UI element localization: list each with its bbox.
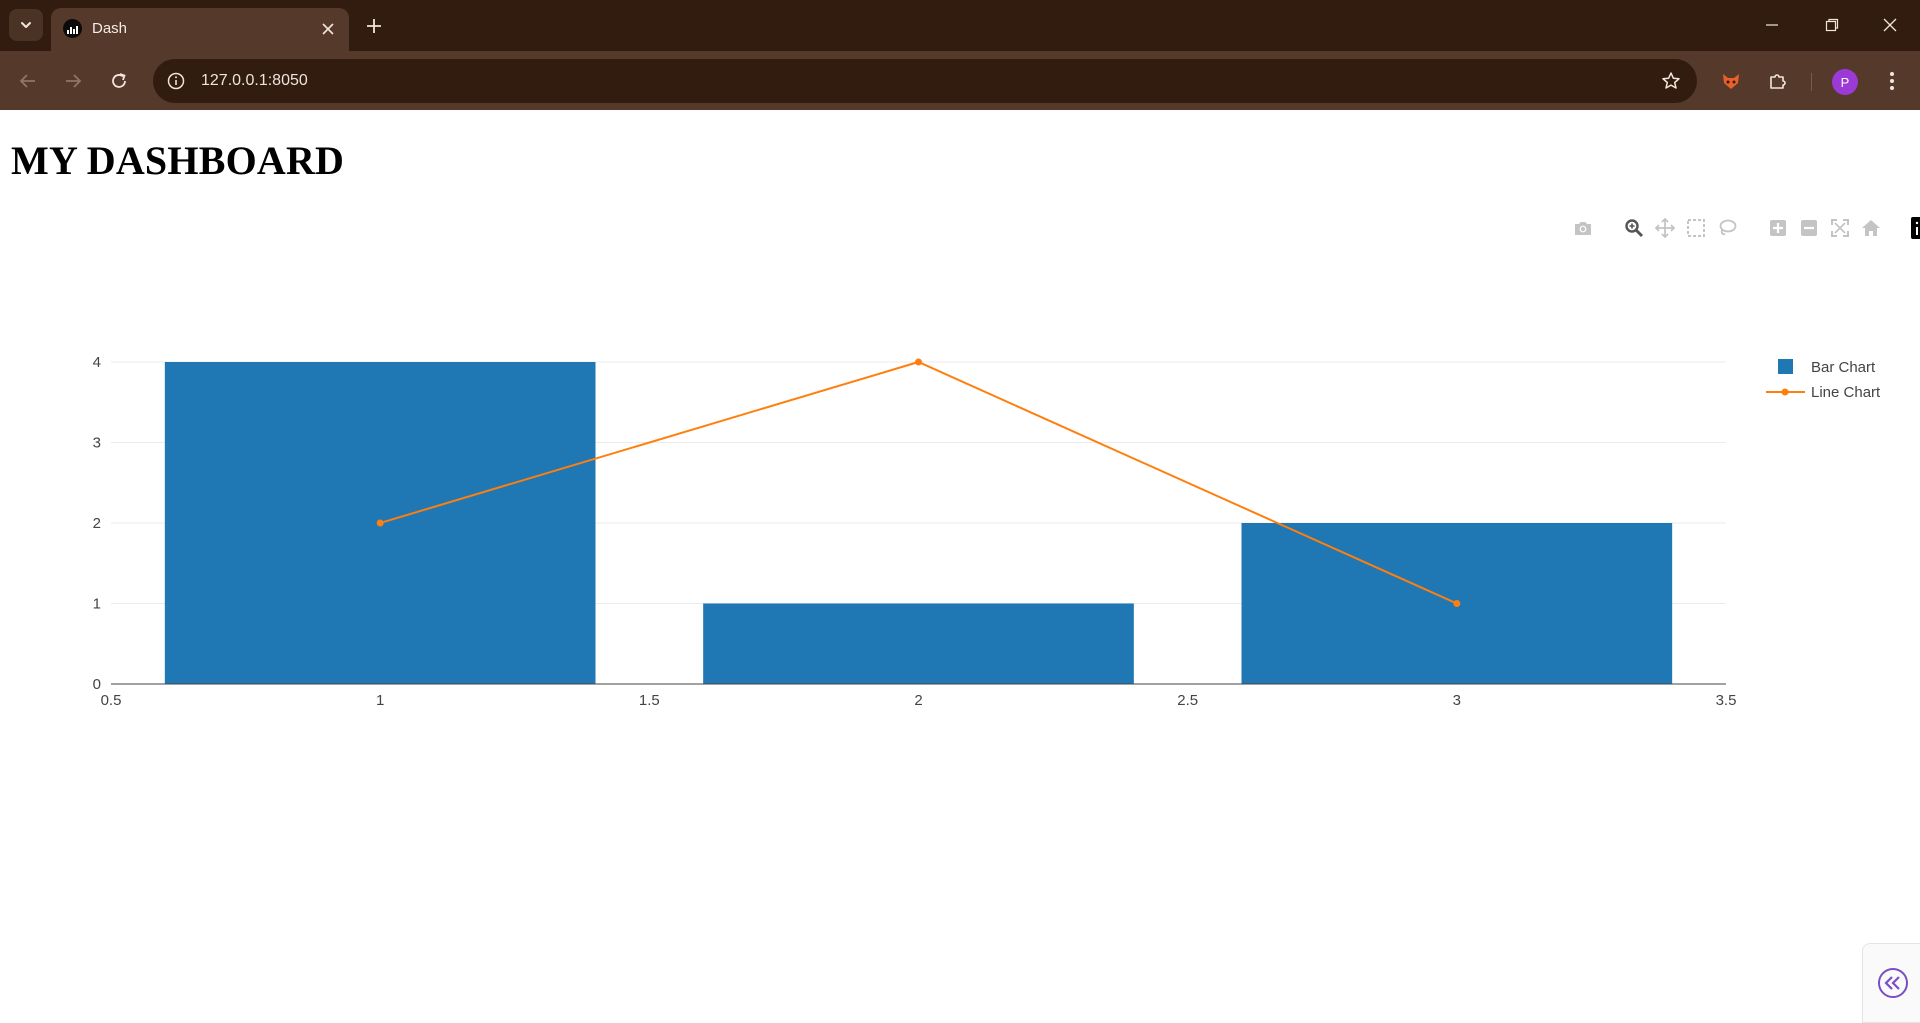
camera-icon xyxy=(1575,222,1591,235)
address-bar[interactable]: 127.0.0.1:8050 xyxy=(153,59,1697,103)
tab-close-button[interactable] xyxy=(317,18,339,40)
restore-button[interactable] xyxy=(1802,0,1862,50)
browser-toolbar: 127.0.0.1:8050 P xyxy=(0,51,1920,110)
legend-swatch-bar xyxy=(1778,359,1793,374)
plotly-logo-link[interactable] xyxy=(1909,215,1920,241)
extensions-menu-button[interactable] xyxy=(1762,65,1794,97)
profile-avatar[interactable]: P xyxy=(1832,69,1858,95)
bookmark-button[interactable] xyxy=(1659,69,1683,93)
y-tick-label: 2 xyxy=(93,515,101,532)
reset-axes-button[interactable] xyxy=(1858,215,1884,241)
extension-button[interactable] xyxy=(1715,65,1747,97)
puzzle-icon xyxy=(1770,74,1786,89)
dash-favicon-icon xyxy=(63,19,82,38)
zoom-button[interactable] xyxy=(1621,215,1647,241)
browser-tab[interactable]: Dash xyxy=(51,8,349,51)
box-select-icon xyxy=(1687,219,1705,237)
zoom-icon xyxy=(1625,219,1644,238)
tab-title: Dash xyxy=(92,20,128,37)
x-tick-label: 3 xyxy=(1453,692,1461,709)
y-tick-label: 1 xyxy=(93,596,101,613)
extension-fox-icon xyxy=(1723,74,1739,89)
tab-search-button[interactable] xyxy=(9,9,43,41)
page-title: MY DASHBOARD xyxy=(11,138,345,183)
minimize-button[interactable] xyxy=(1742,0,1802,50)
double-chevron-left-icon xyxy=(1878,968,1908,998)
reload-icon xyxy=(112,73,126,88)
chart-legend[interactable]: Bar Chart Line Chart xyxy=(1766,359,1881,401)
info-icon xyxy=(167,72,185,90)
more-vertical-icon xyxy=(1890,72,1894,90)
zoom-in-button[interactable] xyxy=(1765,215,1791,241)
star-icon xyxy=(1662,72,1680,89)
x-tick-label: 3.5 xyxy=(1716,692,1737,709)
lasso-select-button[interactable] xyxy=(1714,215,1740,241)
forward-button[interactable] xyxy=(57,65,89,97)
restore-icon xyxy=(1825,18,1839,32)
autoscale-icon xyxy=(1831,219,1849,237)
browser-menu-button[interactable] xyxy=(1876,65,1908,97)
url-text[interactable]: 127.0.0.1:8050 xyxy=(201,72,308,89)
y-tick-label: 0 xyxy=(93,676,101,693)
bar xyxy=(703,603,1134,684)
x-tick-label: 2 xyxy=(914,692,922,709)
legend-label-bar: Bar Chart xyxy=(1811,359,1876,376)
arrow-left-icon xyxy=(19,74,35,88)
close-window-button[interactable] xyxy=(1860,0,1920,50)
y-tick-label: 4 xyxy=(93,354,101,371)
minimize-icon xyxy=(1766,24,1778,26)
download-png-button[interactable] xyxy=(1570,215,1596,241)
chart[interactable]: 0 1 2 3 4 0.5 1 1.5 2 2.5 3 3.5 Bar Chart Line Chart xyxy=(0,110,1920,1020)
box-select-button[interactable] xyxy=(1683,215,1709,241)
pan-icon xyxy=(1655,218,1675,238)
chart-modebar xyxy=(1570,215,1920,241)
arrow-right-icon xyxy=(66,74,82,88)
back-button[interactable] xyxy=(12,65,44,97)
autoscale-button[interactable] xyxy=(1827,215,1853,241)
site-info-button[interactable] xyxy=(165,70,187,92)
reload-button[interactable] xyxy=(103,65,135,97)
x-tick-label: 1.5 xyxy=(639,692,660,709)
line-point xyxy=(915,358,922,366)
home-icon xyxy=(1862,220,1880,236)
chart-axes: 0 1 2 3 4 0.5 1 1.5 2 2.5 3 3.5 xyxy=(93,354,1737,709)
line-series xyxy=(376,358,1461,607)
x-tick-label: 0.5 xyxy=(101,692,122,709)
chevron-down-icon xyxy=(21,22,31,28)
line-point xyxy=(376,519,384,527)
close-icon xyxy=(322,23,334,35)
plotly-logo-icon xyxy=(1911,217,1920,239)
plus-icon xyxy=(367,19,381,33)
legend-swatch-line-point xyxy=(1781,388,1789,396)
toolbar-divider xyxy=(1811,73,1812,91)
new-tab-button[interactable] xyxy=(359,11,389,41)
x-tick-label: 1 xyxy=(376,692,384,709)
x-tick-label: 2.5 xyxy=(1177,692,1198,709)
zoom-out-icon xyxy=(1801,220,1817,236)
browser-tab-strip: Dash xyxy=(0,0,1920,51)
dash-debug-toggle[interactable] xyxy=(1862,943,1920,1023)
lasso-select-icon xyxy=(1719,219,1737,236)
legend-label-line: Line Chart xyxy=(1811,384,1881,401)
pan-button[interactable] xyxy=(1652,215,1678,241)
zoom-out-button[interactable] xyxy=(1796,215,1822,241)
close-icon xyxy=(1883,18,1897,32)
page-content: MY DASHBOARD 0 1 2 3 4 0.5 1 1.5 2 2.5 3 3.5 Bar Ch… xyxy=(0,110,1920,1023)
line-point xyxy=(1453,600,1461,607)
y-tick-label: 3 xyxy=(93,435,101,452)
zoom-in-icon xyxy=(1770,220,1786,236)
